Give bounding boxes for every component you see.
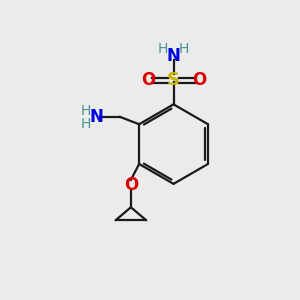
Text: O: O	[141, 71, 155, 89]
Text: S: S	[167, 71, 180, 89]
Text: H: H	[157, 42, 168, 56]
Text: H: H	[80, 104, 91, 118]
Text: O: O	[192, 71, 206, 89]
Text: N: N	[167, 47, 181, 65]
Text: H: H	[179, 42, 189, 56]
Text: H: H	[80, 117, 91, 131]
Text: N: N	[90, 108, 104, 126]
Text: O: O	[124, 176, 138, 194]
